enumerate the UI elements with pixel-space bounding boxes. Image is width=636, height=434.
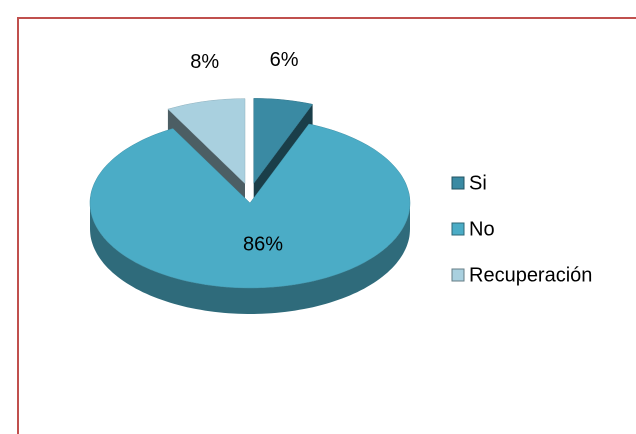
slice-wall	[90, 203, 410, 314]
legend-label: Si	[469, 172, 487, 194]
slice	[253, 98, 314, 185]
legend-swatch	[451, 222, 465, 236]
slice	[167, 98, 246, 185]
legend: Si No Recuperación	[451, 172, 592, 286]
legend-swatch	[451, 176, 465, 190]
data-label: 8%	[190, 51, 219, 73]
pie	[89, 98, 411, 289]
legend-label: No	[469, 218, 495, 240]
legend-label: Recuperación	[469, 264, 592, 286]
data-label: 6%	[270, 49, 299, 71]
data-labels: 6% 86% 8%	[190, 49, 299, 256]
legend-swatch	[451, 268, 465, 282]
data-label: 86%	[243, 234, 283, 256]
slice	[89, 123, 411, 289]
